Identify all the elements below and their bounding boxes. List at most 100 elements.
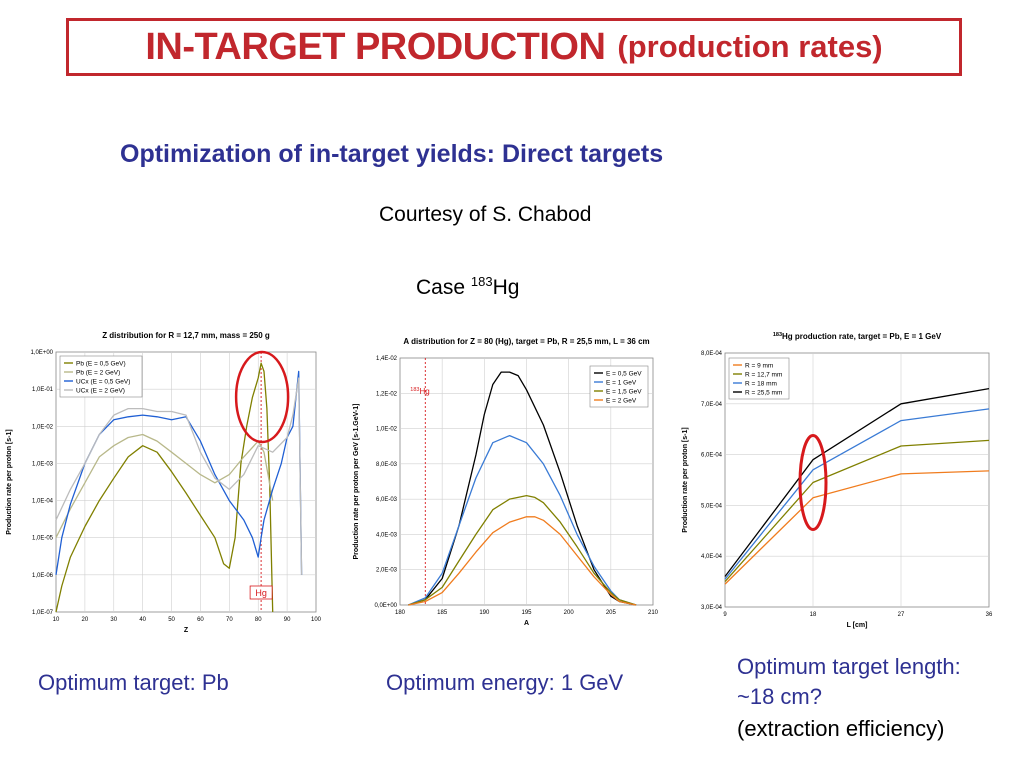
x-tick-label: 18 [810,612,817,618]
legend-label: E = 2 GeV [606,397,637,404]
legend-label: UCx (E = 2 GeV) [76,387,125,394]
caption-optimum-target: Optimum target: Pb [38,670,229,695]
x-tick-label: 10 [53,617,60,623]
highlight-ellipse [234,350,290,444]
y-tick-label: 8,0E-03 [376,462,398,468]
y-tick-label: 1,0E-02 [32,424,54,430]
caption-optimum-energy: Optimum energy: 1 GeV [386,670,624,695]
x-tick-label: 180 [395,610,406,616]
series-line [724,470,990,585]
series-line [408,494,637,606]
y-tick-label: 1,2E-02 [376,391,398,397]
y-tick-label: 1,0E-02 [376,427,398,433]
y-axis-label: Production rate per proton [s-1] [6,429,13,534]
x-tick-label: 30 [110,617,117,623]
marker-label-box [249,585,273,600]
courtesy-text: Courtesy of S. Chabod [379,203,592,226]
case-element: Hg [492,276,520,299]
x-tick-label: 210 [648,610,659,616]
series-line [55,377,303,575]
x-tick-label: 50 [168,617,175,623]
chart-z-distribution: 1,0E-07 1,0E-06 1,0E-05 1,0E-04 1,0E-03 1,0E-… [6,331,322,634]
x-tick-label: 40 [139,617,146,623]
y-tick-label: 1,0E-04 [32,499,54,505]
y-tick-label: 1,0E+00 [30,350,53,356]
x-tick-label: 70 [226,617,233,623]
case-prefix: Case [416,276,466,299]
chart-title: Z distribution for R = 12,7 mm, mass = 2… [102,331,270,340]
x-tick-label: 9 [723,612,727,618]
y-tick-label: 7,0E-04 [701,402,723,408]
y-tick-label: 1,0E-03 [32,461,54,467]
x-tick-label: 205 [606,610,617,616]
x-tick-label: 100 [311,617,322,623]
y-tick-label: 6,0E-03 [376,497,398,503]
legend-box [59,355,143,398]
marker-label: Hg [255,588,267,598]
x-axis-label: Z [184,627,189,634]
y-tick-label: 1,0E-06 [32,573,54,579]
chart-length-dependence: 3,0E-04 4,0E-04 5,0E-04 6,0E-04 7,0E-04 8,0E-… [682,332,993,629]
x-tick-label: 185 [437,610,448,616]
slide-subtitle: Optimization of in-target yields: Direct… [120,140,664,168]
x-axis-label: L [cm] [847,622,868,629]
series-line [724,387,990,577]
chart-a-distribution: 0,0E+00 2,0E-03 4,0E-03 6,0E-03 8,0E-03 1,0E-… [353,337,659,627]
x-tick-label: 90 [284,617,291,623]
series-line [724,408,990,580]
legend-label: Pb (E = 2 GeV) [76,369,120,376]
y-tick-label: 2,0E-03 [376,568,398,574]
x-tick-label: 60 [197,617,204,623]
y-tick-label: 0,0E+00 [374,603,397,609]
case-label: Case 183Hg [416,274,519,300]
series-line [55,362,274,613]
title-box: IN-TARGET PRODUCTION (production rates) [66,18,962,76]
y-axis-label: Production rate per proton [s-1] [682,427,689,532]
y-tick-label: 5,0E-04 [701,503,723,509]
case-mass: 183 [470,274,493,289]
y-tick-label: 4,0E-03 [376,532,398,538]
legend-label: R = 25,5 mm [745,389,782,396]
series-line [55,433,274,538]
series-line [408,516,637,606]
chart-title: A distribution for Z = 80 (Hg), target =… [403,337,649,346]
y-axis-label: Production rate per proton per GeV [s-1.… [353,404,360,560]
x-tick-label: 36 [986,612,993,618]
marker-label: 183Hg [410,387,429,396]
series-line [408,434,637,606]
legend-label: E = 1,5 GeV [606,388,642,395]
chart-title-mass: 183 [773,332,782,338]
x-axis-label: A [524,620,529,627]
y-tick-label: 1,0E-01 [32,387,54,393]
chart-title-text: Hg production rate, target = Pb, E = 1 G… [782,332,942,341]
legend-label: R = 12,7 mm [745,371,782,378]
legend-label: Pb (E = 0,5 GeV) [76,360,126,367]
x-tick-label: 200 [564,610,575,616]
x-tick-label: 27 [898,612,905,618]
legend-label: E = 1 GeV [606,379,637,386]
caption-optimum-length: Optimum target length: [737,654,961,679]
y-tick-label: 8,0E-04 [701,351,723,357]
caption-extraction-efficiency: (extraction efficiency) [737,716,945,741]
highlight-ellipse [798,434,828,532]
chart-title: 183Hg production rate, target = Pb, E = … [773,332,942,341]
y-tick-label: 1,0E-07 [32,610,54,616]
y-tick-label: 6,0E-04 [701,453,723,459]
x-tick-label: 80 [255,617,262,623]
slide-title: IN-TARGET PRODUCTION [145,25,606,68]
slide-title-paren: (production rates) [617,29,883,64]
x-tick-label: 20 [82,617,89,623]
legend-label: R = 9 mm [745,362,773,369]
marker-label-element: Hg [419,387,429,396]
y-tick-label: 1,4E-02 [376,356,398,362]
x-tick-label: 190 [479,610,490,616]
marker-label-mass: 183 [410,387,419,393]
x-tick-label: 195 [521,610,532,616]
y-tick-label: 1,0E-05 [32,536,54,542]
legend-label: UCx (E = 0,5 GeV) [76,378,130,385]
series-line [724,439,990,583]
caption-length-value: ~18 cm? [737,684,822,709]
y-tick-label: 3,0E-04 [701,605,723,611]
y-tick-label: 4,0E-04 [701,554,723,560]
legend-label: E = 0,5 GeV [606,370,642,377]
